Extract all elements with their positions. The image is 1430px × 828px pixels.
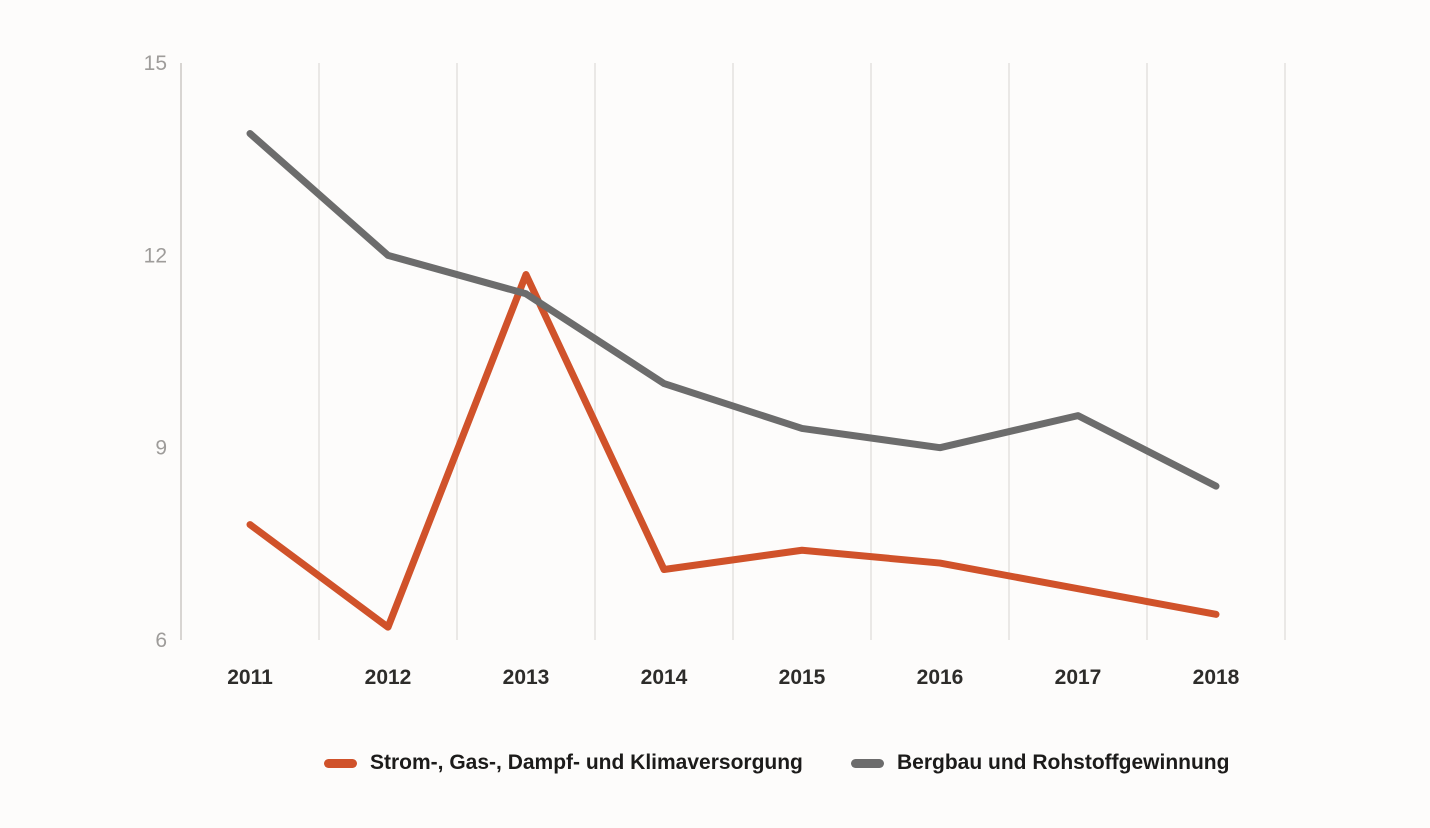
x-tick-label: 2017 (1055, 666, 1102, 689)
y-tick-label: 6 (155, 629, 167, 652)
x-tick-label: 2011 (227, 666, 273, 689)
y-tick-label: 15 (144, 52, 167, 75)
x-tick-label: 2014 (641, 666, 688, 689)
legend-swatch-bergbau-icon (851, 758, 884, 768)
y-tick-label: 12 (144, 244, 167, 267)
legend-label-strom: Strom-, Gas-, Dampf- und Klimaversorgung (370, 751, 803, 774)
legend-item-bergbau: Bergbau und Rohstoffgewinnung (851, 751, 1230, 774)
x-tick-label: 2018 (1193, 666, 1240, 689)
legend-swatch-strom-icon (324, 758, 357, 768)
legend-item-strom: Strom-, Gas-, Dampf- und Klimaversorgung (324, 751, 803, 774)
x-tick-label: 2012 (365, 666, 412, 689)
series-line-bergbau (246, 130, 1220, 490)
x-tick-label: 2015 (779, 666, 826, 689)
legend-label-bergbau: Bergbau und Rohstoffgewinnung (897, 751, 1230, 774)
x-tick-label: 2016 (917, 666, 964, 689)
series-line-strom (246, 271, 1220, 631)
x-tick-label: 2013 (503, 666, 550, 689)
y-tick-label: 9 (155, 437, 167, 460)
